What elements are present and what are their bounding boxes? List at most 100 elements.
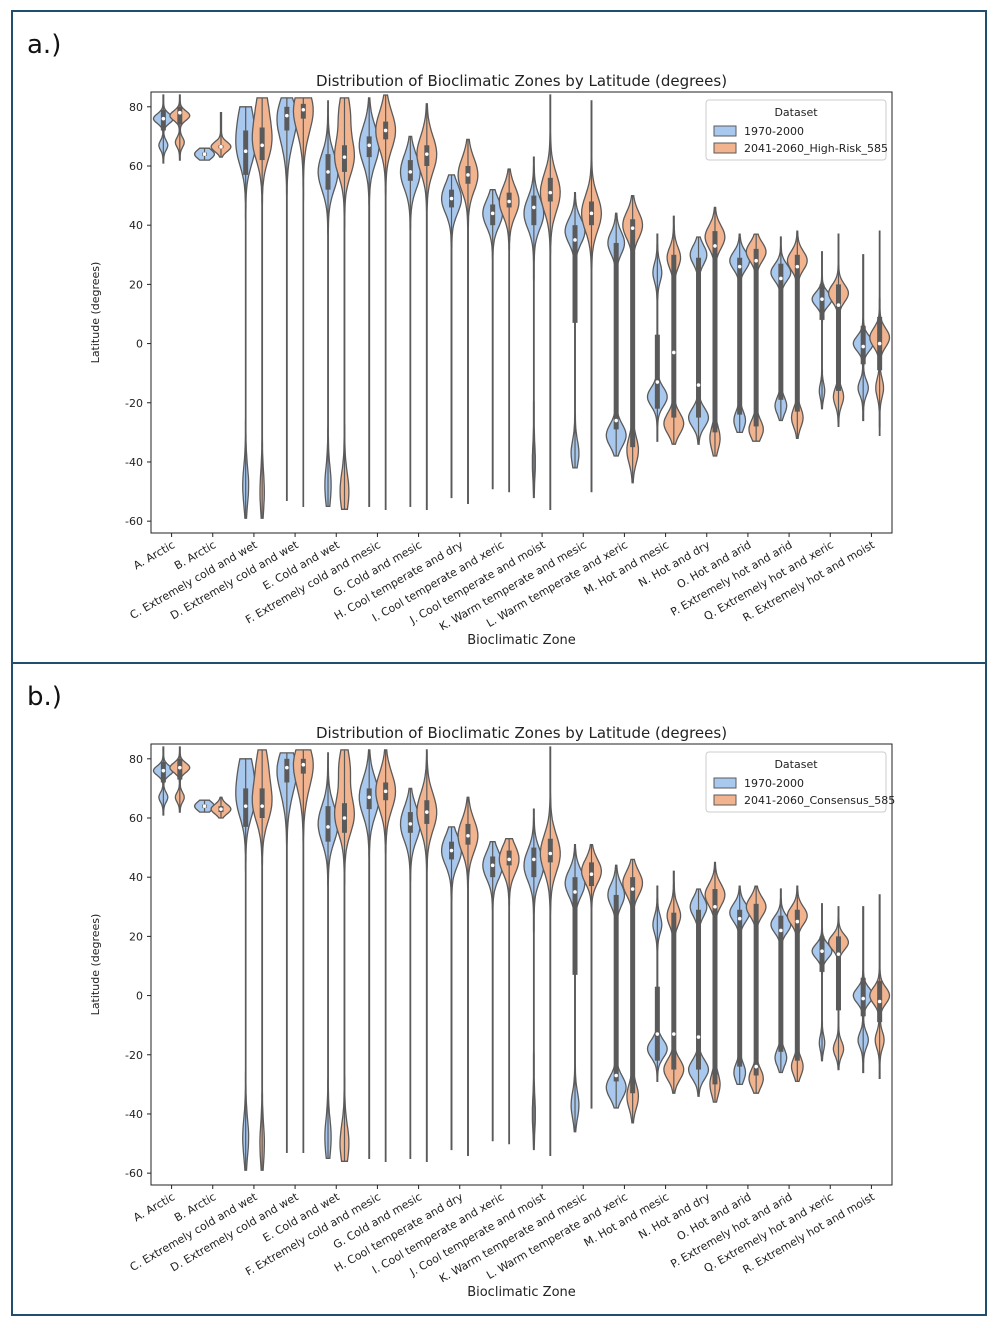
violin-iqr-box (259, 788, 265, 818)
violin-median (820, 297, 824, 301)
violin-iqr-box (613, 242, 619, 430)
violin-median (449, 848, 454, 853)
violin-median (630, 226, 635, 230)
violin-iqr-box (778, 263, 784, 400)
violin-median (754, 258, 758, 263)
violin-iqr-box (325, 806, 331, 842)
panel-a: a.) Distribution of Bioclimatic Zones by… (11, 10, 987, 664)
y-axis-label: Latitude (degrees) (89, 914, 102, 1016)
legend-swatch (713, 125, 737, 137)
violin-median (795, 919, 800, 924)
legend-swatch (713, 777, 737, 789)
violin-median (285, 113, 289, 118)
y-tick-label: 20 (129, 930, 143, 943)
legend-entry: 2041-2060_High-Risk_585 (744, 142, 888, 155)
y-tick-label: -40 (125, 1108, 143, 1121)
violin-iqr-box (794, 909, 800, 1061)
violin-median (342, 816, 347, 820)
violin-median (696, 383, 701, 387)
violin-median (573, 238, 577, 242)
violin-median (161, 768, 166, 773)
violin-median (260, 143, 264, 148)
violin-median (614, 1073, 618, 1078)
violin-median (696, 1035, 701, 1039)
violin-median (178, 765, 182, 770)
violin-iqr-box (819, 936, 825, 972)
violin-median (713, 904, 717, 909)
legend-title: Dataset (774, 106, 818, 119)
violin-median (490, 863, 495, 868)
violin-median (449, 196, 454, 201)
violin-median (383, 128, 388, 133)
violin-median (672, 350, 676, 355)
violin-median (589, 211, 594, 216)
violin-iqr-box (835, 936, 841, 1011)
violin-median (342, 155, 347, 159)
legend-entry: 2041-2060_Consensus_585 (744, 794, 895, 807)
violin-iqr-box (737, 909, 743, 1067)
y-tick-label: -40 (125, 456, 143, 469)
violin-iqr-box (712, 231, 718, 433)
violin-median (490, 211, 495, 216)
y-tick-label: -20 (125, 1049, 143, 1062)
violin-median (219, 144, 223, 149)
plot-frame (150, 743, 893, 1186)
violin-median (877, 341, 882, 346)
violin-chart-b: Distribution of Bioclimatic Zones by Lat… (89, 724, 895, 1300)
violin-iqr-box (737, 257, 743, 415)
x-axis-label: Bioclimatic Zone (467, 1285, 576, 1300)
plot-frame (150, 91, 893, 534)
violin-iqr-box (753, 903, 759, 1076)
legend-title: Dataset (774, 758, 818, 771)
violin-median (779, 928, 783, 933)
violin-median (219, 807, 223, 811)
violin-iqr-box (284, 758, 290, 783)
violin-iqr-box (177, 106, 183, 125)
violin-median (243, 149, 248, 153)
violin-median (408, 822, 413, 826)
violin-median (754, 1064, 758, 1069)
violin-median (301, 107, 306, 112)
legend-entry: 1970-2000 (744, 125, 804, 138)
violin-median (630, 887, 635, 891)
chart-title: Distribution of Bioclimatic Zones by Lat… (316, 72, 727, 90)
x-tick-label: A. Arctic (131, 538, 177, 572)
y-tick-label: -60 (125, 515, 143, 528)
violin-median (383, 789, 388, 794)
violin-median (408, 170, 413, 174)
violin-iqr-box (531, 847, 537, 878)
legend-swatch (713, 794, 737, 806)
chart-title: Distribution of Bioclimatic Zones by Lat… (316, 724, 727, 742)
violin-median (820, 949, 824, 953)
legend-swatch (713, 142, 737, 154)
violin-median (466, 833, 470, 838)
y-tick-label: -60 (125, 1167, 143, 1180)
y-tick-label: 0 (136, 338, 143, 351)
violin-chart-a: Distribution of Bioclimatic Zones by Lat… (89, 72, 893, 648)
violin-median (260, 804, 264, 808)
violin-iqr-box (654, 334, 660, 409)
y-tick-label: 60 (129, 160, 143, 173)
violin-iqr-box (696, 257, 702, 418)
violin-iqr-box (630, 219, 636, 448)
violin-median (672, 1032, 676, 1036)
legend-entry: 1970-2000 (744, 777, 804, 790)
violin-median (836, 952, 841, 956)
violin-median (573, 890, 577, 894)
violin-median (326, 825, 330, 829)
violin-iqr-box (572, 877, 578, 975)
violin-median (161, 116, 166, 121)
violin-median (178, 110, 182, 115)
violin-median (877, 999, 882, 1004)
violin-median (589, 872, 594, 877)
y-tick-label: -20 (125, 397, 143, 410)
violin-median (655, 380, 660, 384)
violin-iqr-box (835, 284, 841, 391)
y-tick-label: 60 (129, 812, 143, 825)
violin-iqr-box (794, 254, 800, 412)
x-tick-label: A. Arctic (131, 1190, 177, 1224)
violin-median (202, 804, 207, 808)
violin-median (795, 264, 800, 269)
violin-iqr-box (630, 877, 636, 1094)
violin-median (737, 264, 742, 269)
